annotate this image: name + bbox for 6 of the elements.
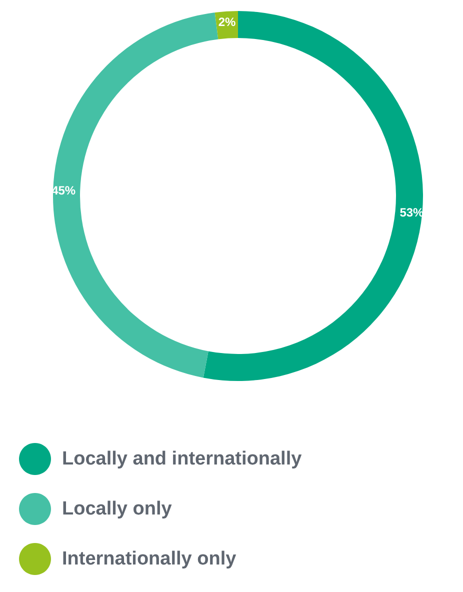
legend-label: Internationally only [62, 548, 237, 570]
legend-label: Locally only [62, 498, 172, 520]
data-label: 53% [400, 205, 424, 220]
legend-label: Locally and internationally [62, 448, 302, 470]
data-label: 45% [52, 184, 76, 198]
data-label: 2% [218, 14, 236, 29]
